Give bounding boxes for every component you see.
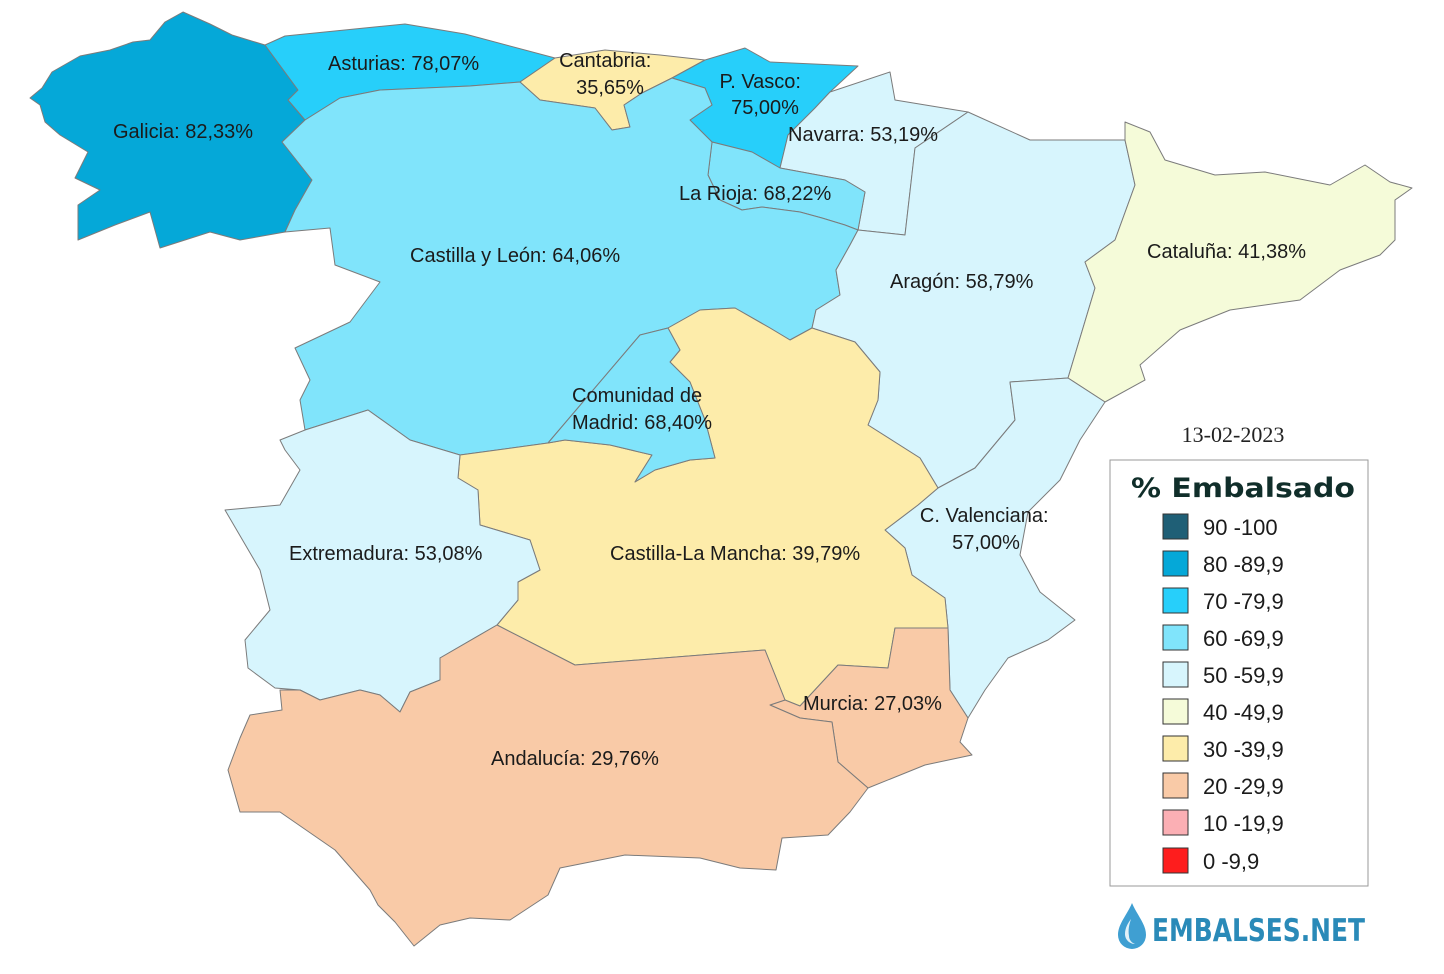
logo-text: EMBALSES.NET — [1152, 913, 1365, 949]
label-valenciana-line-2: 57,00% — [952, 532, 1020, 554]
legend-title: % Embalsado — [1131, 473, 1355, 504]
legend-swatch — [1162, 661, 1189, 688]
legend-item-label: 90 -100 — [1203, 515, 1278, 540]
legend-swatch — [1162, 847, 1189, 874]
label-extremadura: Extremadura: 53,08% — [289, 543, 483, 565]
legend-item-label: 20 -29,9 — [1203, 774, 1284, 799]
label-cantabria: Cantabria: 35,65% — [559, 50, 657, 99]
legend-swatch — [1162, 772, 1189, 799]
label-navarra: Navarra: 53,19% — [788, 124, 938, 146]
region-cataluna — [1067, 121, 1413, 403]
label-valenciana-line-1: C. Valenciana: — [920, 505, 1049, 527]
label-aragon: Aragón: 58,79% — [890, 271, 1034, 293]
legend-swatch — [1162, 513, 1189, 540]
label-andalucia: Andalucía: 29,76% — [491, 748, 659, 770]
legend-swatch — [1162, 809, 1189, 836]
label-cataluna: Cataluña: 41,38% — [1147, 241, 1306, 263]
legend-item-label: 70 -79,9 — [1203, 589, 1284, 614]
water-drop-shape — [1118, 903, 1146, 949]
regions-layer — [29, 11, 1413, 947]
logo: EMBALSES.NET — [1118, 903, 1365, 949]
legend-box — [1109, 459, 1369, 887]
legend: % Embalsado 90 -100 80 -89,9 70 -79,9 60… — [1109, 459, 1369, 887]
water-drop-highlight — [1125, 919, 1135, 944]
label-madrid-line-1: Comunidad de — [572, 385, 702, 407]
legend-swatch — [1162, 550, 1189, 577]
label-pais-vasco-line-1: P. Vasco: — [719, 71, 801, 93]
legend-item-label: 80 -89,9 — [1203, 552, 1284, 577]
label-madrid: Comunidad de Madrid: 68,40% — [572, 385, 712, 434]
legend-swatch — [1162, 624, 1189, 651]
region-labels-layer: Galicia: 82,33% Asturias: 78,07% Cantabr… — [113, 50, 1306, 770]
label-castilla-la-mancha: Castilla-La Mancha: 39,79% — [610, 543, 860, 565]
label-asturias: Asturias: 78,07% — [328, 53, 479, 75]
legend-item-label: 50 -59,9 — [1203, 663, 1284, 688]
label-valenciana: C. Valenciana: 57,00% — [920, 505, 1054, 554]
label-murcia: Murcia: 27,03% — [803, 693, 942, 715]
legend-swatch — [1162, 698, 1189, 725]
legend-swatch — [1162, 735, 1189, 762]
region-andalucia — [227, 624, 869, 947]
label-la-rioja: La Rioja: 68,22% — [679, 183, 832, 205]
legend-item-label: 40 -49,9 — [1203, 700, 1284, 725]
label-madrid-line-2: Madrid: 68,40% — [572, 412, 712, 434]
label-cantabria-line-1: Cantabria: — [559, 50, 651, 72]
legend-item-label: 10 -19,9 — [1203, 811, 1284, 836]
legend-swatch — [1162, 587, 1189, 614]
label-cantabria-line-2: 35,65% — [576, 77, 644, 99]
label-galicia: Galicia: 82,33% — [113, 121, 253, 143]
legend-item-label: 60 -69,9 — [1203, 626, 1284, 651]
region-madrid — [547, 327, 716, 483]
legend-item-label: 30 -39,9 — [1203, 737, 1284, 762]
label-pais-vasco-line-2: 75,00% — [731, 97, 799, 119]
label-pais-vasco: P. Vasco: 75,00% — [719, 71, 806, 119]
label-castilla-y-leon: Castilla y León: 64,06% — [410, 245, 620, 267]
water-drop-icon — [1118, 903, 1146, 949]
legend-item-label: 0 -9,9 — [1203, 849, 1259, 874]
map-date: 13-02-2023 — [1182, 422, 1285, 447]
